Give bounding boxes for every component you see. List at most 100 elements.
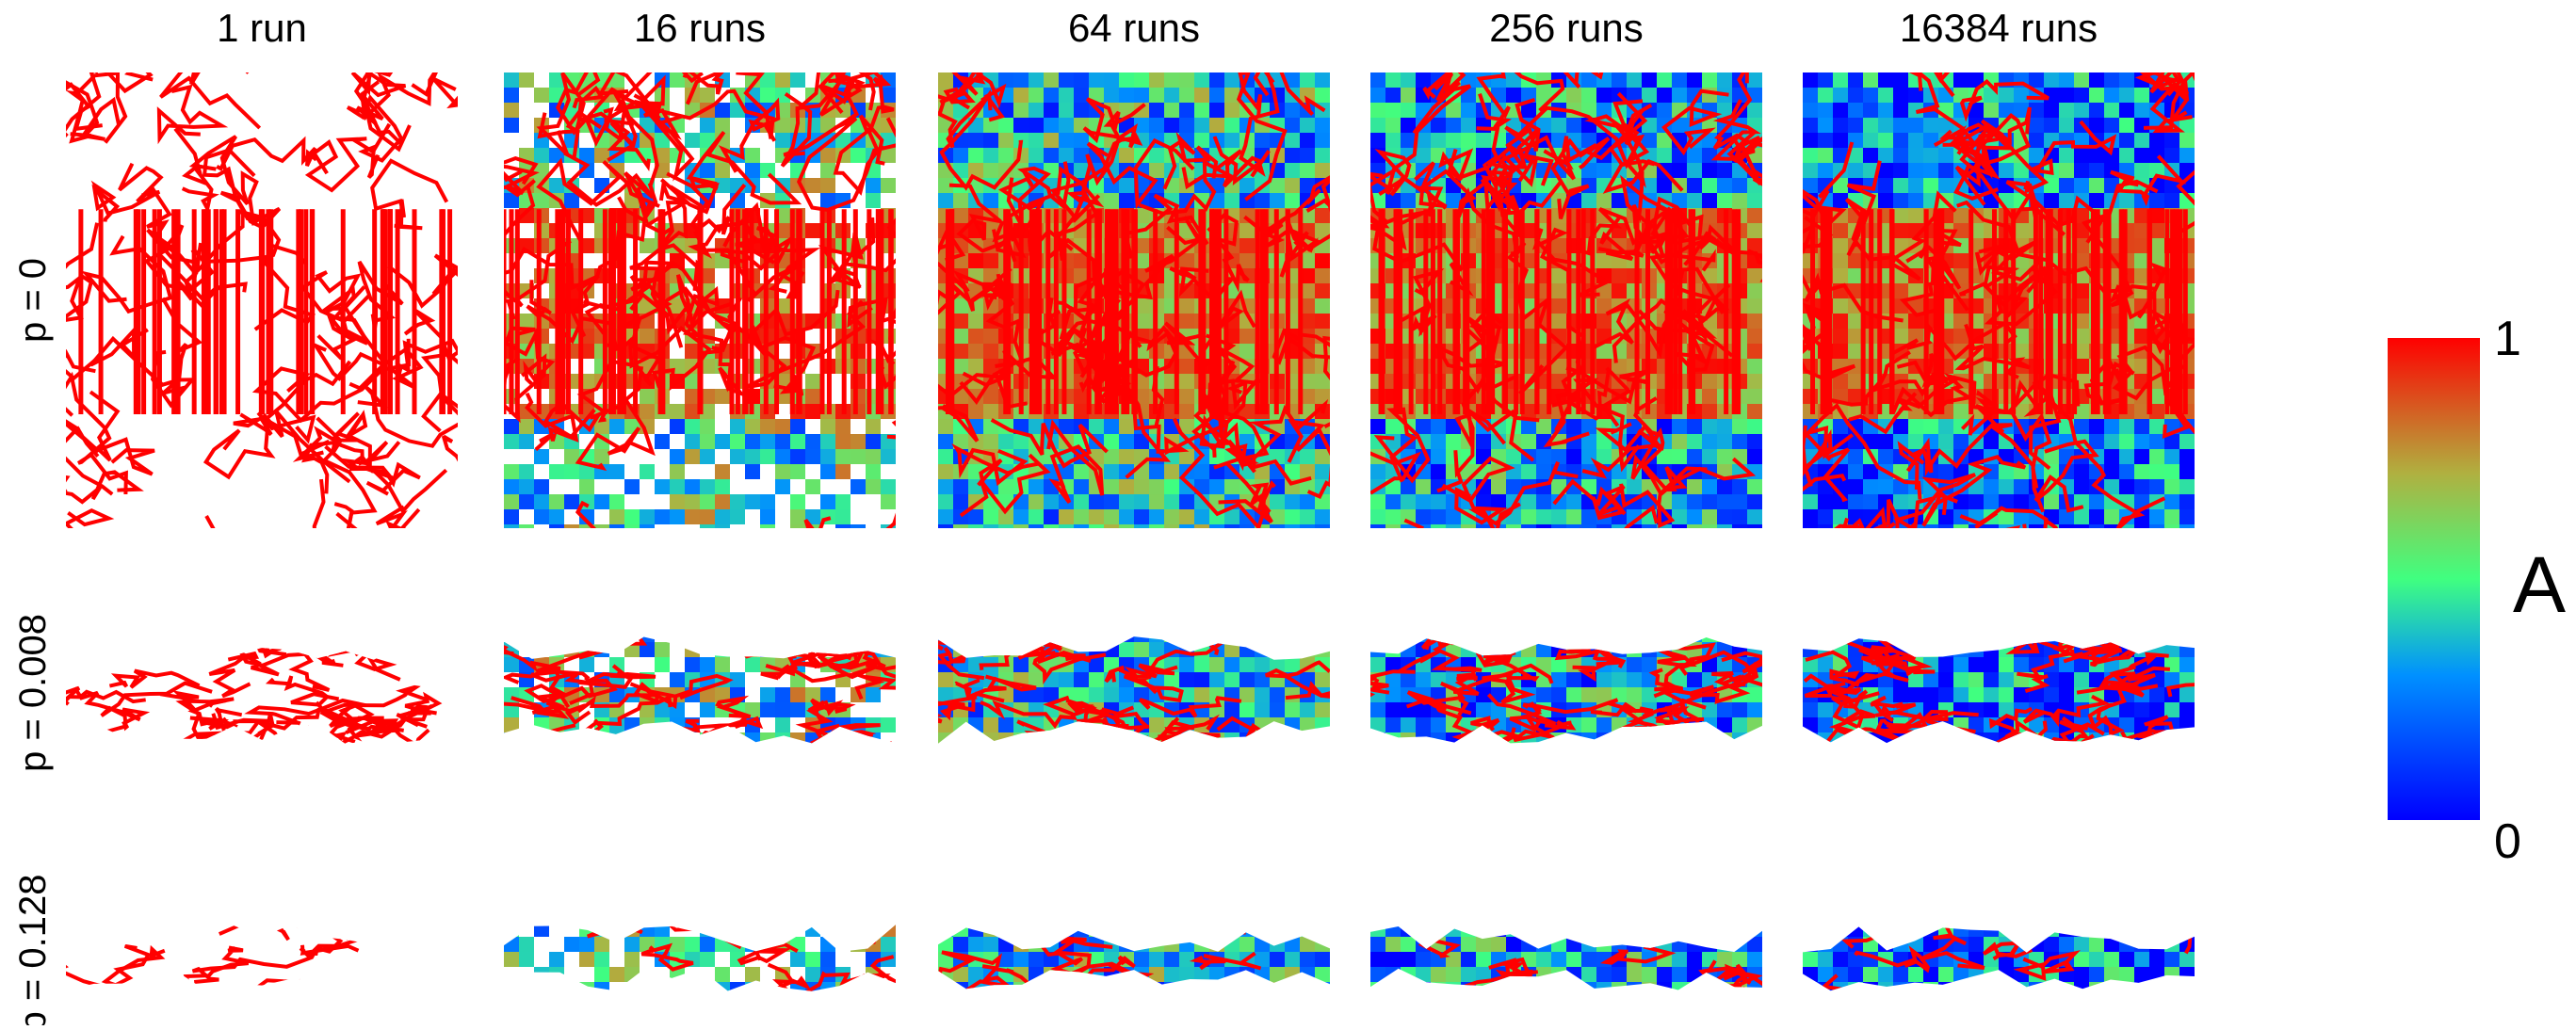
heat-cell xyxy=(1717,509,1732,524)
heat-cell xyxy=(1702,479,1717,494)
heat-cell xyxy=(579,952,594,967)
heat-cell xyxy=(1984,479,1999,494)
heat-cell xyxy=(2164,732,2179,748)
heat-cell xyxy=(820,148,835,163)
heat-cell xyxy=(594,642,609,657)
heat-cell xyxy=(609,967,624,982)
heat-cell xyxy=(775,642,790,657)
heat-cell xyxy=(534,449,549,464)
heat-cell xyxy=(1536,748,1551,763)
heat-cell xyxy=(1878,178,1893,193)
heat-cell xyxy=(1476,702,1491,717)
heat-cell xyxy=(1938,687,1953,702)
heat-cell xyxy=(820,982,835,997)
heat-cell xyxy=(640,732,655,748)
heat-cell xyxy=(1164,967,1179,982)
heat-cell xyxy=(1627,283,1642,298)
heat-cell xyxy=(1134,627,1149,642)
heat-cell xyxy=(1747,298,1762,314)
heat-cell xyxy=(1209,449,1224,464)
heat-cell xyxy=(983,748,998,763)
heat-cell xyxy=(953,982,968,997)
heat-cell xyxy=(1089,922,1104,937)
heat-cell xyxy=(1803,404,1818,419)
heat-cell xyxy=(1878,748,1893,763)
heat-cell xyxy=(881,642,896,657)
heat-cell xyxy=(851,748,866,763)
heat-cell xyxy=(1224,702,1239,717)
heat-cell xyxy=(549,952,564,967)
heat-cell xyxy=(1029,748,1044,763)
heat-cell xyxy=(1370,732,1385,748)
heat-cell xyxy=(1581,524,1596,539)
heat-cell xyxy=(2044,103,2059,118)
heat-cell xyxy=(866,464,881,479)
heat-cell xyxy=(1119,1012,1134,1025)
heat-cell xyxy=(1401,103,1416,118)
heat-cell xyxy=(851,524,866,539)
heat-cell xyxy=(998,997,1013,1012)
heat-cell xyxy=(1908,732,1923,748)
heat-cell xyxy=(2074,163,2089,178)
heat-cell xyxy=(745,732,760,748)
heat-cell xyxy=(1416,404,1431,419)
heat-cell xyxy=(1893,178,1908,193)
heat-cell xyxy=(1627,72,1642,88)
heat-cell xyxy=(519,464,534,479)
heat-cell xyxy=(1285,732,1300,748)
heat-cell xyxy=(685,657,700,672)
heat-cell xyxy=(2044,494,2059,509)
heat-cell xyxy=(609,997,624,1012)
heat-cell xyxy=(866,193,881,208)
heat-cell xyxy=(715,937,730,952)
heat-cell xyxy=(1224,892,1239,907)
heat-cell xyxy=(775,434,790,449)
heat-cell xyxy=(670,627,685,642)
edge-line xyxy=(56,618,115,636)
heat-cell xyxy=(715,494,730,509)
heat-cell xyxy=(1732,732,1747,748)
heat-cell xyxy=(851,982,866,997)
heat-cell xyxy=(564,907,579,922)
heat-cell xyxy=(1194,509,1209,524)
heat-cell xyxy=(968,404,983,419)
heat-cell xyxy=(1999,163,2014,178)
heat-cell xyxy=(1149,464,1164,479)
heat-cell xyxy=(504,982,519,997)
heat-cell xyxy=(1089,494,1104,509)
edge-line xyxy=(179,733,247,753)
heat-cell xyxy=(730,494,745,509)
heat-cell xyxy=(1285,163,1300,178)
heat-cell xyxy=(1878,103,1893,118)
heat-cell xyxy=(1385,133,1401,148)
heat-cell xyxy=(1270,982,1285,997)
heat-cell xyxy=(700,88,715,103)
heat-cell xyxy=(1315,118,1330,133)
heat-cell xyxy=(1029,72,1044,88)
heat-cell xyxy=(1370,642,1385,657)
edge-line xyxy=(229,997,292,1019)
heat-cell xyxy=(1285,657,1300,672)
heat-cell xyxy=(805,997,820,1012)
heat-cell xyxy=(2164,748,2179,763)
heat-cell xyxy=(1013,952,1029,967)
heat-cell xyxy=(2149,434,2164,449)
heat-cell xyxy=(655,479,670,494)
heat-cell xyxy=(1717,524,1732,539)
heat-cell xyxy=(820,952,835,967)
heat-cell xyxy=(1179,374,1194,389)
heat-cell xyxy=(1401,672,1416,687)
heat-cell xyxy=(835,627,851,642)
heat-cell xyxy=(609,922,624,937)
heat-cell xyxy=(1315,627,1330,642)
heat-cell xyxy=(1818,163,1833,178)
heat-cell xyxy=(1803,118,1818,133)
heat-cell xyxy=(1702,449,1717,464)
heat-cell xyxy=(2014,223,2029,238)
heat-cell xyxy=(760,732,775,748)
heat-cell xyxy=(1179,389,1194,404)
heat-cell xyxy=(1717,627,1732,642)
edge-line xyxy=(321,643,378,666)
heat-cell xyxy=(2029,72,2044,88)
heat-cell xyxy=(1074,1012,1089,1025)
